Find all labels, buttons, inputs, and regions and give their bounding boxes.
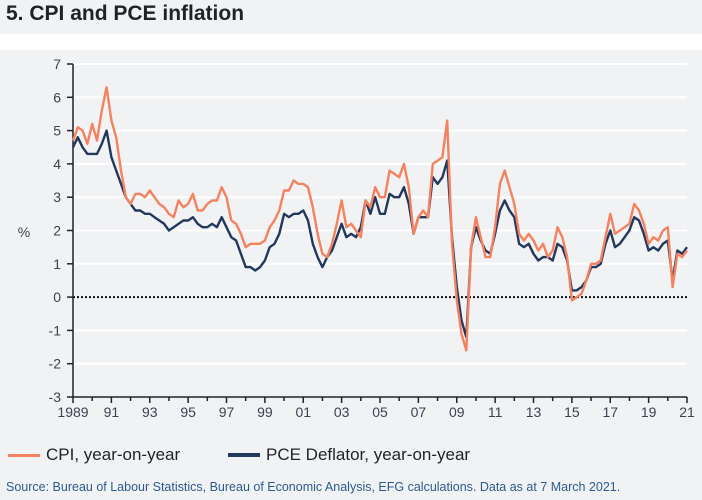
y-tick-label: 2 (53, 223, 61, 239)
y-tick-label: 6 (53, 89, 61, 105)
pce-line (71, 129, 688, 339)
x-tick-label: 13 (526, 404, 542, 420)
legend-swatch-pce (228, 453, 260, 457)
x-tick-label: 93 (142, 404, 158, 420)
x-tick-label: 19 (641, 404, 657, 420)
y-tick-label: 1 (53, 256, 61, 272)
y-tick-label: -2 (49, 356, 62, 372)
x-tick-label: 15 (564, 404, 580, 420)
x-tick-label: 09 (449, 404, 465, 420)
y-tick-label: 3 (53, 189, 61, 205)
x-tick-label: 07 (411, 404, 427, 420)
legend-item-cpi: CPI, year-on-year (8, 445, 180, 465)
legend-item-pce: PCE Deflator, year-on-year (228, 445, 470, 465)
x-tick-label: 05 (372, 404, 388, 420)
title-divider (0, 34, 702, 50)
x-tick-label: 91 (104, 404, 120, 420)
x-axis: 1989 91 93 95 97 99 01 03 05 07 09 11 13 15 17 19 21 (57, 396, 695, 420)
x-tick-label: 99 (257, 404, 273, 420)
x-tick-label: 21 (679, 404, 695, 420)
legend-swatch-cpi (8, 453, 40, 457)
x-tick-label: 97 (219, 404, 235, 420)
chart-title: 5. CPI and PCE inflation (6, 2, 245, 25)
x-tick-label: 95 (180, 404, 196, 420)
y-tick-label: 4 (53, 156, 61, 172)
legend-label-cpi: CPI, year-on-year (46, 445, 181, 464)
x-tick-label: 11 (488, 404, 503, 420)
y-tick-label: -3 (49, 389, 62, 405)
x-tick-label: 17 (602, 404, 618, 420)
y-tick-label: 5 (53, 123, 61, 139)
y-tick-label: 0 (53, 289, 61, 305)
y-axis-label: % (18, 224, 30, 240)
series-lines (71, 86, 688, 352)
y-axis: 7 6 5 4 3 2 1 0 -1 -2 -3 (49, 56, 74, 405)
y-tick-label: 7 (53, 56, 61, 72)
source-note: Source: Bureau of Labour Statistics, Bur… (6, 480, 621, 494)
x-tick-label: 01 (295, 404, 311, 420)
y-tick-label: -1 (49, 322, 62, 338)
gridlines (73, 63, 687, 365)
legend-label-pce: PCE Deflator, year-on-year (266, 445, 471, 464)
x-tick-label: 1989 (57, 404, 88, 420)
cpi-line (71, 86, 688, 352)
x-tick-label: 03 (334, 404, 350, 420)
